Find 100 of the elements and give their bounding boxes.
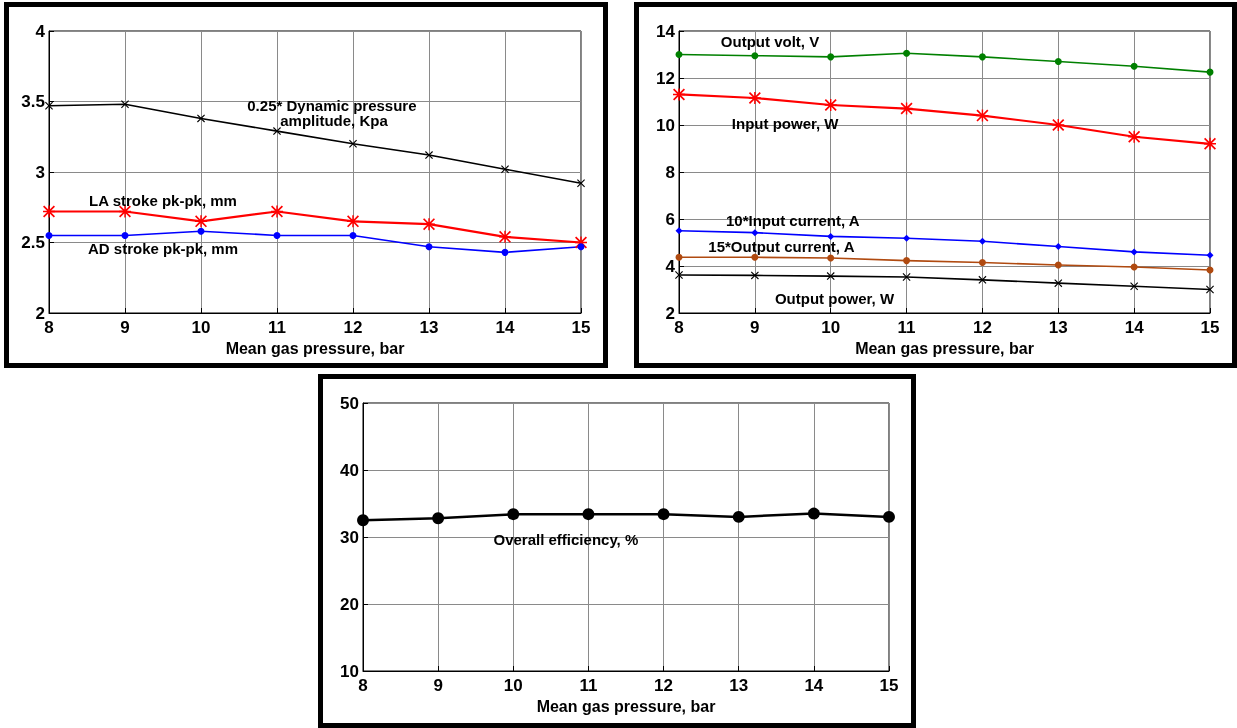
point [748,91,761,104]
x-tick-label: 9 [120,318,130,337]
point [357,514,369,527]
x-tick-label: 15 [571,318,591,337]
y-tick-label: 2 [665,303,675,323]
y-tick-label: 20 [340,594,359,614]
x-tick-label: 14 [804,676,824,695]
point [978,275,987,284]
point [732,510,745,523]
y-tick-label: 8 [665,162,675,182]
x-tick-label: 11 [579,676,598,695]
x-tick-label: 13 [419,318,439,337]
y-tick-label: 2 [35,303,45,323]
point [902,273,911,282]
y-tick-label: 2.5 [21,233,45,252]
point [45,231,53,239]
point [1206,251,1214,259]
y-tick-label: 6 [665,209,675,229]
point [577,243,585,251]
x-tick-label: 9 [750,318,760,337]
point [903,234,911,242]
series-label: Output volt, V [720,33,820,51]
point [675,253,683,261]
point [582,508,595,521]
series-label: 10*Input current, A [725,211,860,229]
y-tick-label: 50 [340,393,359,413]
point [507,508,520,521]
point [197,227,205,235]
x-tick-label: 12 [972,318,992,337]
point [1130,263,1138,271]
point [827,232,835,240]
point [978,237,986,245]
point [1054,279,1063,288]
series-label: LA stroke pk-pk, mm [89,191,237,209]
y-tick-label: 40 [340,460,359,480]
series-label: 15*Output current, A [708,237,855,255]
y-tick-label: 14 [656,21,676,41]
x-tick-label: 11 [897,318,916,337]
x-axis-title: Mean gas pressure, bar [225,340,405,358]
series-label: AD stroke pk-pk, mm [87,239,239,257]
point [900,102,913,115]
point [349,139,357,148]
point [1130,62,1138,70]
x-tick-label: 14 [495,318,515,337]
y-tick-label: 4 [35,21,46,41]
point [978,53,986,61]
point [121,231,129,239]
x-tick-label: 13 [729,676,749,695]
point [499,230,511,243]
point [577,179,585,188]
y-tick-label: 10 [656,115,675,135]
point [1128,130,1141,143]
x-tick-label: 11 [268,318,286,337]
x-tick-label: 14 [1124,318,1145,337]
y-tick-label: 4 [665,256,676,276]
point [45,101,53,110]
x-tick-label: 13 [1048,318,1068,337]
point [1206,285,1214,294]
point [197,114,205,123]
point [121,100,129,109]
point [903,257,911,265]
point [751,52,759,60]
point [273,231,281,239]
point [425,243,433,251]
point [501,248,509,256]
x-axis-title: Mean gas pressure, bar [536,698,716,716]
x-tick-label: 10 [191,318,211,337]
point [675,51,683,58]
point [1054,261,1062,269]
y-tick-label: 30 [340,527,359,547]
x-tick-label: 9 [433,676,443,695]
point [432,512,445,525]
series-label: Input power, W [731,115,840,133]
series-label: 0.25* Dynamic pressure amplitude, Kpa [247,96,421,129]
point [1130,282,1139,291]
y-tick-label: 3.5 [21,92,45,111]
y-tick-label: 12 [656,68,675,88]
point [1054,242,1062,250]
point [750,271,759,280]
series-label: Output power, W [774,290,895,308]
point [423,218,435,231]
point [1130,248,1138,256]
point [827,53,835,61]
x-tick-label: 10 [821,318,841,337]
point [883,510,895,523]
point [751,229,759,237]
point [903,49,911,57]
series-label: Overall efficiency, % [493,531,639,549]
point [1204,137,1216,150]
y-tick-label: 10 [340,661,359,681]
point [826,272,835,281]
point [657,508,670,521]
x-tick-label: 10 [503,676,523,695]
point [976,109,989,122]
point [1054,58,1062,66]
y-tick-label: 3 [35,162,45,182]
x-tick-label: 15 [1200,318,1220,337]
point [349,231,357,239]
point [807,507,820,520]
point [978,258,986,266]
